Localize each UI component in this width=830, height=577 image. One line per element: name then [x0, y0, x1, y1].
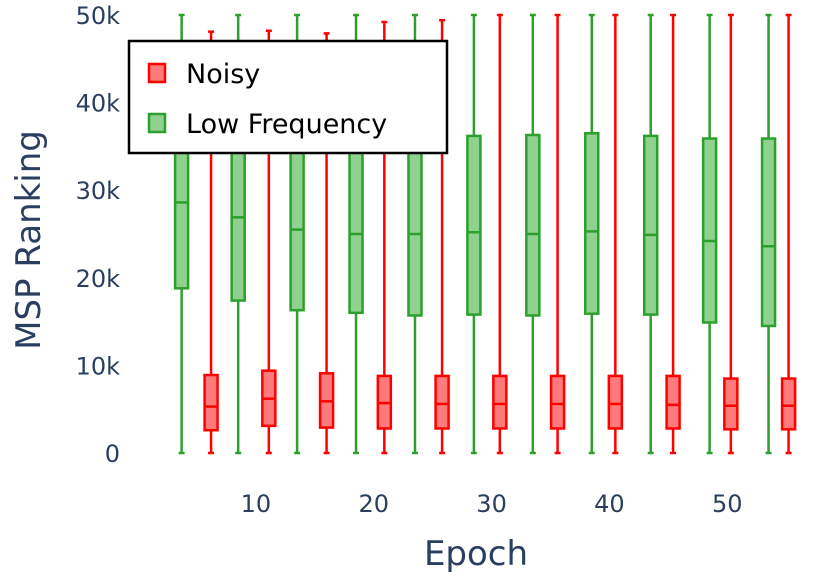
low-frequency-box [584, 13, 600, 455]
low-frequency-box [642, 13, 659, 455]
low-frequency-iqr-box [701, 137, 718, 324]
x-axis-title: Epoch [424, 534, 528, 574]
x-tick-label: 30 [476, 490, 507, 518]
noisy-iqr-box [780, 377, 797, 431]
noisy-iqr-box [434, 374, 450, 430]
noisy-box [492, 13, 508, 455]
low-frequency-iqr-box [466, 134, 482, 316]
x-axis-ticks: 10 20 30 40 50 [241, 490, 743, 518]
low-frequency-iqr-box [407, 136, 423, 317]
noisy-iqr-box [203, 373, 219, 432]
noisy-iqr-box [492, 374, 508, 430]
noisy-box [607, 13, 624, 455]
low-frequency-box [525, 13, 541, 455]
y-axis-ticks: 0 10k 20k 30k 40k 50k [76, 2, 121, 468]
noisy-iqr-box [723, 377, 739, 431]
noisy-iqr-box [665, 374, 681, 430]
legend-swatch-noisy [147, 62, 167, 84]
y-tick-label: 20k [76, 265, 121, 293]
noisy-iqr-box [549, 374, 566, 430]
low-frequency-box [701, 13, 718, 455]
low-frequency-iqr-box [525, 133, 541, 317]
y-tick-label: 50k [76, 2, 121, 30]
x-tick-label: 50 [712, 490, 743, 518]
x-tick-label: 20 [358, 490, 389, 518]
y-tick-label: 40k [76, 90, 121, 118]
legend-label-noisy: Noisy [186, 59, 260, 90]
legend-label-low-frequency: Low Frequency [186, 109, 387, 140]
noisy-box [665, 13, 681, 455]
low-frequency-box [466, 13, 482, 455]
legend-swatch-low-frequency [147, 112, 167, 134]
noisy-box [549, 13, 566, 455]
low-frequency-iqr-box [760, 137, 777, 328]
y-axis-title: MSP Ranking [9, 130, 49, 350]
noisy-box [780, 13, 797, 455]
noisy-iqr-box [607, 374, 624, 430]
noisy-box [723, 13, 739, 455]
low-frequency-box [760, 13, 777, 455]
x-tick-label: 10 [241, 490, 272, 518]
legend-box [127, 39, 449, 155]
low-frequency-iqr-box [584, 132, 600, 315]
legend: Noisy Low Frequency [127, 39, 449, 155]
low-frequency-iqr-box [642, 134, 659, 316]
x-tick-label: 40 [594, 490, 625, 518]
low-frequency-iqr-box [348, 136, 364, 315]
y-tick-label: 30k [76, 177, 121, 205]
y-tick-label: 10k [76, 352, 121, 380]
y-tick-label: 0 [105, 440, 120, 468]
